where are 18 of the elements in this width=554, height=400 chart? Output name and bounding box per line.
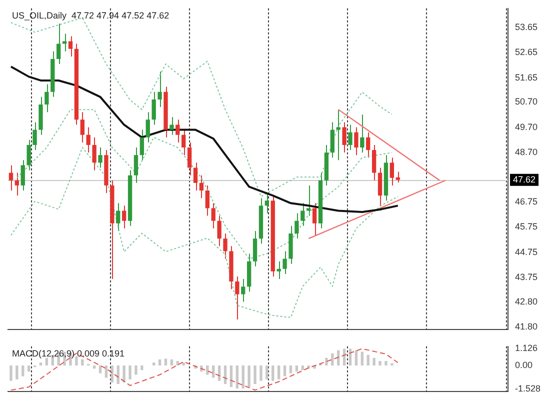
y-tick-label: 45.75 [515, 222, 538, 232]
y-tick-label: 42.80 [515, 296, 538, 306]
y-tick-label: 52.65 [515, 47, 538, 58]
y-tick-label: 1.126 [515, 342, 538, 353]
y-tick-label: 43.75 [515, 272, 538, 282]
ref-line-label: 47.62 [513, 174, 536, 184]
y-tick-label: 53.65 [515, 22, 538, 32]
y-tick-label: 50.70 [515, 96, 538, 106]
chart-title: MACD(12,26,9) 0.009 0.191 [12, 348, 125, 358]
y-tick-label: 41.80 [515, 322, 538, 332]
chart-title: US_OIL,Daily 47.72 47.94 47.52 47.62 [12, 10, 170, 20]
y-tick-label: 0.00 [515, 360, 533, 370]
y-tick-label: -1.528 [515, 383, 541, 394]
y-tick-label: 51.65 [515, 72, 538, 82]
y-tick-label: 46.75 [515, 196, 538, 206]
y-tick-label: 49.70 [515, 122, 538, 132]
y-tick-label: 44.75 [515, 246, 538, 257]
y-tick-label: 48.70 [515, 147, 538, 158]
